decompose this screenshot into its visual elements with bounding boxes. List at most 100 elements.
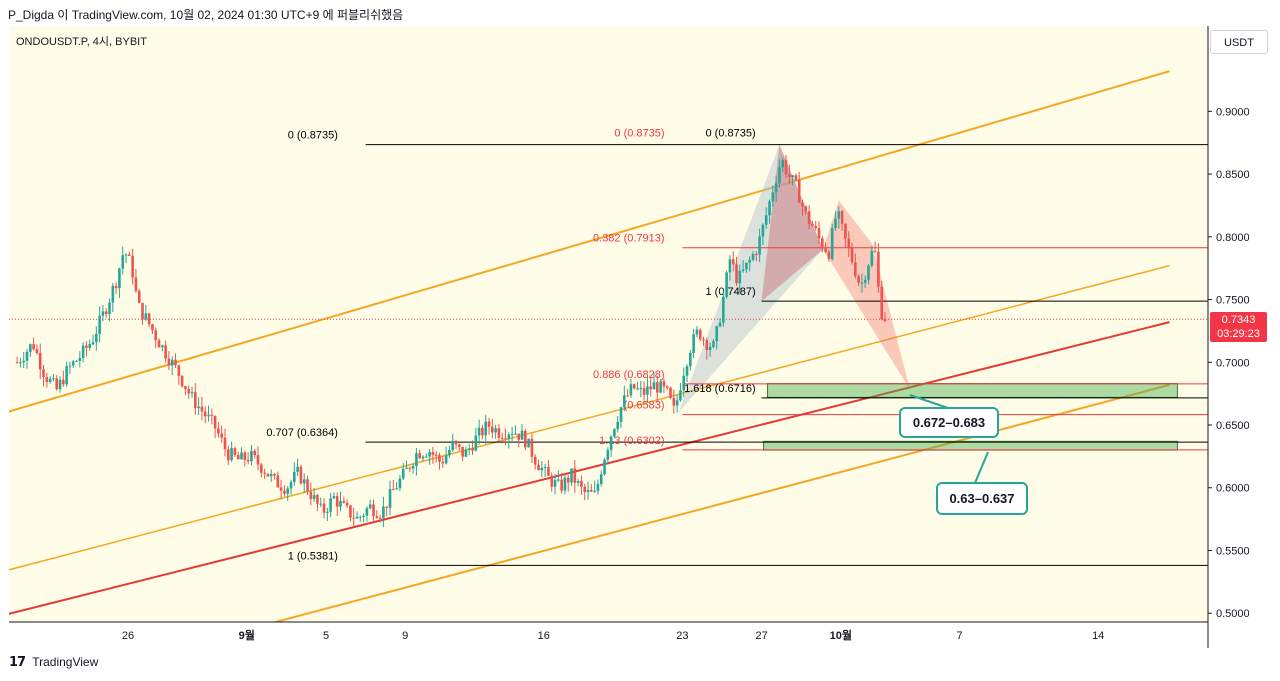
fib-level-label: 0.382 (0.7913) [593, 233, 665, 245]
candle-body [395, 488, 398, 490]
candle-body [62, 379, 65, 385]
time-tick-label: 16 [538, 630, 550, 642]
candle-body [576, 481, 580, 483]
candle-body [279, 487, 283, 491]
candle-body [151, 324, 154, 331]
candle-body [718, 322, 722, 327]
time-tick-label: 10월 [830, 628, 852, 642]
time-tick-label: 9월 [239, 628, 255, 642]
candle-body [477, 427, 481, 436]
candle-body [524, 430, 527, 448]
candle-body [883, 318, 887, 322]
candle-body [85, 345, 88, 348]
candle-body [745, 262, 748, 270]
candle-body [91, 342, 95, 345]
fib-level-label: 0.886 (0.6828) [593, 369, 665, 381]
candle-body [547, 467, 550, 476]
candle-body [266, 473, 270, 477]
candle-body [223, 437, 227, 450]
candle-body [527, 438, 530, 448]
candle-body [623, 395, 626, 408]
candle-body [794, 175, 798, 180]
candle-body [583, 486, 587, 493]
candle-body [52, 378, 55, 380]
candle-body [240, 452, 243, 460]
candle-body [619, 407, 623, 422]
candle-body [227, 449, 230, 461]
candle-body [230, 448, 233, 461]
candle-body [124, 254, 128, 256]
candle-body [441, 461, 445, 464]
candle-body [659, 381, 662, 393]
candle-body [88, 344, 92, 348]
price-tick-label: 0.7000 [1216, 357, 1250, 369]
candle-body [632, 384, 636, 389]
candle-body [510, 433, 514, 435]
candle-body [735, 264, 738, 284]
candle-body [38, 352, 42, 370]
candle-body [543, 467, 547, 469]
candle-body [811, 223, 814, 226]
candle-body [167, 358, 171, 366]
candle-body [434, 454, 438, 456]
candle-body [164, 345, 167, 359]
candle-body [474, 435, 478, 451]
candle-body [880, 286, 884, 319]
candle-body [81, 345, 85, 359]
candle-body [213, 415, 217, 429]
candle-body [692, 334, 695, 353]
footer-brand-text: TradingView [32, 655, 99, 669]
candle-body [606, 449, 610, 460]
candle-body [25, 351, 29, 361]
candle-body [283, 490, 286, 494]
candle-body [533, 456, 537, 465]
currency-button[interactable]: USDT [1210, 30, 1268, 54]
candle-body [824, 248, 827, 252]
candle-body [401, 468, 405, 479]
candle-body [421, 456, 425, 459]
candle-body [128, 254, 131, 256]
candle-body [751, 253, 755, 260]
candle-body [616, 421, 620, 430]
candle-body [870, 251, 874, 266]
candle-body [715, 326, 719, 342]
candle-body [656, 382, 659, 393]
candle-body [821, 238, 824, 249]
candle-body [372, 504, 375, 517]
chart-plot-area[interactable] [9, 26, 1208, 622]
candle-body [725, 272, 728, 297]
candle-body [418, 453, 422, 459]
time-tick-label: 5 [323, 630, 329, 642]
candle-body [293, 471, 296, 483]
candle-body [355, 516, 359, 519]
price-tick-label: 0.8500 [1216, 169, 1250, 181]
candle-body [540, 467, 544, 471]
candle-body [184, 386, 187, 390]
candle-body [42, 369, 45, 378]
candle-body [276, 475, 280, 488]
candle-body [774, 183, 778, 193]
candle-body [863, 279, 867, 283]
candle-body [260, 464, 263, 473]
last-price-value: 0.7343 [1221, 314, 1256, 326]
candle-body [312, 495, 316, 500]
candle-body [190, 392, 194, 394]
zone-callout-upper: 0.672–0.683 [899, 407, 999, 438]
fib-top-label: 0 (0.8735) [706, 128, 756, 140]
candle-body [55, 378, 59, 390]
candle-body [702, 339, 705, 341]
candle-body [494, 428, 497, 433]
candle-body [712, 341, 715, 347]
candle-body [68, 365, 72, 367]
candle-body [75, 360, 78, 362]
fib-top-label: 0 (0.8735) [614, 128, 664, 140]
candle-body [263, 472, 266, 474]
candle-body [114, 285, 118, 289]
candle-body [121, 255, 125, 269]
candle-body [566, 477, 570, 483]
candle-body [98, 315, 101, 334]
candle-body [669, 387, 672, 398]
candle-body [748, 259, 752, 263]
candle-body [458, 444, 461, 447]
